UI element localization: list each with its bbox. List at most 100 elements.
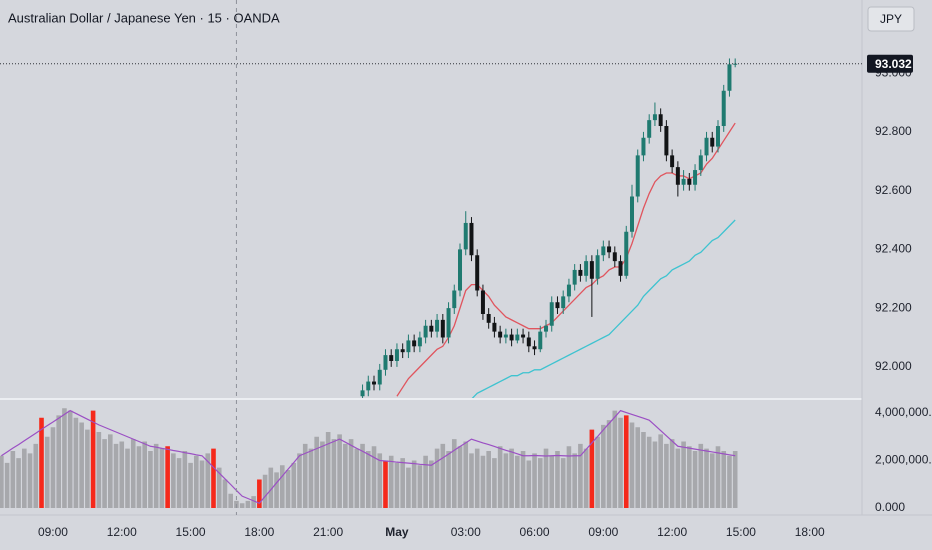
volume-bar <box>62 408 67 508</box>
volume-bar <box>532 453 537 508</box>
candle-body <box>503 334 508 338</box>
currency-button-label[interactable]: JPY <box>880 12 902 26</box>
volume-bar <box>664 443 669 508</box>
candle-body <box>715 126 720 147</box>
candle-body <box>727 64 732 91</box>
volume-bar <box>4 462 10 508</box>
candle-body <box>435 319 440 332</box>
candle-body <box>544 325 549 332</box>
volume-bar <box>199 460 205 508</box>
candle-body <box>681 178 686 185</box>
candle-body <box>647 120 652 138</box>
volume-bar <box>325 432 331 508</box>
volume-bar <box>297 453 302 508</box>
volume-bar <box>446 451 451 508</box>
candle-body <box>469 222 474 256</box>
volume-bar <box>44 436 50 508</box>
candle-body <box>658 114 663 127</box>
candle-body <box>377 369 382 385</box>
volume-bar <box>497 446 503 508</box>
candle-body <box>687 178 692 185</box>
candle-body <box>629 196 634 232</box>
volume-bar <box>274 472 279 508</box>
volume-tick-label: 0.000 <box>875 500 905 514</box>
volume-bar <box>698 443 704 508</box>
volume-bar <box>406 467 411 508</box>
candle-body <box>509 334 514 341</box>
volume-bar <box>354 448 360 508</box>
volume-bar <box>411 460 417 508</box>
volume-bar <box>423 455 428 508</box>
volume-bar <box>681 441 686 508</box>
volume-tick-label: 4,000,000.000 <box>875 405 932 419</box>
candle-body <box>458 249 463 291</box>
candle-body <box>446 308 451 338</box>
volume-bar <box>492 458 497 508</box>
y-tick-label: 92.600 <box>875 183 912 197</box>
volume-bar <box>85 429 90 508</box>
candle-body <box>675 167 680 185</box>
volume-bar <box>320 441 325 508</box>
volume-bar <box>73 417 79 508</box>
candle-body <box>624 231 629 276</box>
chart-title: Australian Dollar / Japanese Yen · 15 · … <box>8 10 280 25</box>
volume-bar <box>56 415 62 508</box>
volume-bar <box>383 460 388 508</box>
volume-bar <box>136 446 142 508</box>
x-tick-label: 21:00 <box>313 525 343 539</box>
x-tick-label: May <box>385 525 409 539</box>
currency-button-box[interactable] <box>867 6 915 32</box>
volume-bar <box>16 458 21 508</box>
volume-bar <box>50 427 56 508</box>
volume-bar <box>652 441 658 508</box>
volume-bar <box>262 474 268 508</box>
volume-bar <box>486 451 491 508</box>
volume-bar <box>515 455 520 508</box>
volume-bar <box>176 458 182 508</box>
candle-body <box>572 269 577 285</box>
volume-bar <box>572 453 577 508</box>
candle-body <box>601 246 606 256</box>
candle-body <box>641 137 646 156</box>
axes: 09:00 12:00 15:00 18:00 21:00 May 03:00 06:00 09… <box>38 54 932 539</box>
volume-bar <box>469 453 474 508</box>
candle-body <box>463 222 468 250</box>
candle-body <box>721 90 726 127</box>
volume-bar <box>365 451 371 508</box>
candle-body <box>360 390 365 397</box>
volume-bar <box>635 427 641 508</box>
currency-button[interactable]: JPY <box>867 6 915 32</box>
volume-bar <box>732 451 738 508</box>
volume-bar <box>142 441 147 508</box>
volume-bar <box>417 465 423 508</box>
candle-body <box>698 155 703 171</box>
volume-bar <box>257 479 262 508</box>
volume-bar <box>629 422 635 508</box>
volume-bar <box>578 443 583 508</box>
volume-bar <box>612 410 618 508</box>
volume-bar <box>96 432 102 508</box>
volume-bar <box>22 448 27 508</box>
volume-bar <box>165 446 170 508</box>
last-price-box <box>867 54 913 73</box>
x-tick-label: 12:00 <box>657 525 687 539</box>
volume-bar <box>279 465 285 508</box>
volume-bar <box>388 455 394 508</box>
volume-bar <box>153 443 159 508</box>
volume-bar <box>291 462 297 508</box>
volume-bar <box>595 436 600 508</box>
volume-bar <box>692 451 698 508</box>
volume-bar <box>509 448 514 508</box>
volume-bar <box>10 451 16 508</box>
x-tick-label: 15:00 <box>726 525 756 539</box>
volume-bar <box>108 434 113 508</box>
volume-bar <box>606 420 612 508</box>
candle-body <box>561 296 566 309</box>
volume-bar <box>543 448 549 508</box>
candle-body <box>532 346 537 350</box>
candle-body <box>400 349 405 353</box>
volume-bar <box>463 441 469 508</box>
candle-body <box>423 325 428 338</box>
x-tick-label: 12:00 <box>107 525 137 539</box>
volume-bar <box>302 443 308 508</box>
